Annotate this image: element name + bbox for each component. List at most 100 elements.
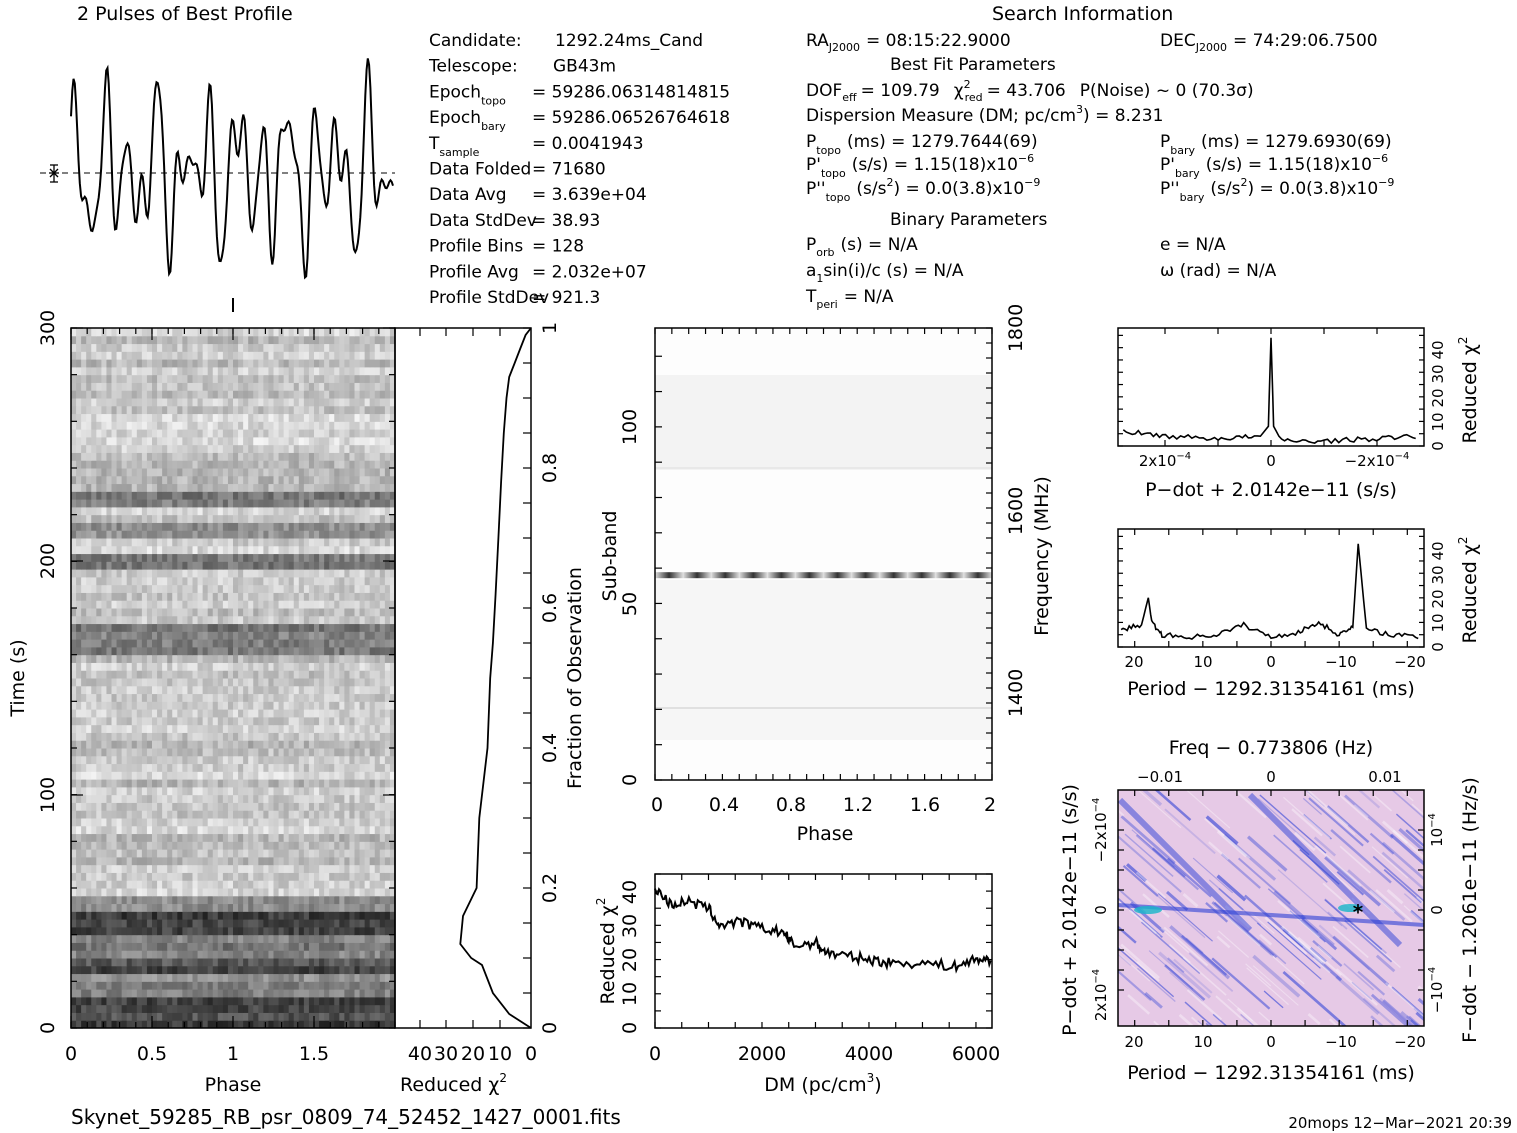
tp-cell: [192, 888, 199, 897]
tp-cell: [162, 530, 168, 539]
tp-cell: [344, 895, 350, 905]
tp-cell: [202, 662, 209, 671]
tp-cell: [131, 919, 138, 928]
tp-cell: [319, 740, 325, 749]
tp-cell: [71, 849, 77, 858]
tp-cell: [288, 942, 295, 951]
tp-cell: [293, 468, 300, 477]
tp-cell: [293, 569, 300, 578]
tp-cell: [81, 670, 87, 679]
tp-cell: [329, 888, 335, 897]
tp-cell: [101, 678, 107, 687]
tp-cell: [187, 786, 193, 796]
tp-cell: [349, 631, 355, 640]
tp-cell: [222, 888, 229, 897]
tp-cell: [243, 436, 249, 446]
tp-cell: [227, 592, 234, 601]
tp-cell: [319, 981, 325, 990]
tp-cell: [253, 608, 259, 617]
tp-cell: [354, 553, 361, 562]
tp-cell: [217, 553, 224, 562]
tp-cell: [288, 716, 295, 726]
tp-cell: [141, 545, 148, 555]
tp-cell: [162, 771, 168, 780]
tp-cell: [364, 530, 371, 539]
tp-cell: [253, 701, 259, 710]
tp-cell: [319, 802, 325, 811]
tp-cell: [283, 483, 290, 492]
tp-cell: [131, 561, 138, 570]
tp-cell: [334, 514, 340, 523]
tp-cell: [172, 872, 178, 881]
tp-cell: [76, 553, 82, 562]
tp-cell: [298, 779, 305, 788]
tp-cell: [389, 576, 396, 586]
tp-cell: [197, 880, 204, 889]
tp-cell: [238, 864, 244, 873]
tp-cell: [96, 693, 102, 702]
tp-cell: [146, 934, 153, 943]
tp-cell: [278, 639, 285, 648]
tp-cell: [157, 818, 163, 827]
tp-cell: [162, 444, 168, 453]
tp-cell: [162, 654, 168, 663]
tp-cell: [116, 872, 123, 881]
tp-cell: [273, 662, 280, 671]
tp-cell: [162, 538, 168, 547]
tp-cell: [314, 825, 320, 835]
tp-cell: [324, 709, 330, 718]
tp-cell: [182, 545, 188, 555]
tp-cell: [359, 491, 366, 500]
tp-cell: [354, 646, 361, 656]
tp-cell: [283, 849, 290, 858]
tp-cell: [374, 849, 381, 858]
tp-cell: [187, 654, 193, 663]
tp-cell: [258, 934, 264, 943]
tp-cell: [268, 444, 274, 453]
tp-cell: [167, 802, 173, 811]
tp-cell: [81, 1020, 87, 1029]
tp-cell: [384, 631, 391, 640]
tp-cell: [243, 794, 249, 803]
tp-cell: [324, 654, 330, 663]
tp-cell: [364, 888, 371, 897]
tp-cell: [187, 460, 193, 469]
tp-cell: [389, 748, 396, 757]
tp-cell: [86, 786, 92, 796]
tp-cell: [222, 654, 229, 663]
tp-cell: [131, 452, 138, 461]
tp-cell: [86, 553, 92, 562]
tp-cell: [192, 576, 199, 586]
tp-cell: [233, 934, 239, 943]
tp-cell: [389, 678, 396, 687]
tp-cell: [303, 678, 310, 687]
tp-cell: [217, 662, 224, 671]
tp-cell: [319, 631, 325, 640]
tp-cell: [136, 429, 143, 438]
tp-cell: [227, 794, 234, 803]
tp-cell: [253, 561, 259, 570]
tp-cell: [263, 996, 269, 1006]
tp-cell: [344, 569, 350, 578]
tp-cell: [217, 460, 224, 469]
tp-cell: [76, 483, 82, 492]
tp-cell: [207, 794, 214, 803]
tp-cell: [283, 763, 290, 772]
tp-cell: [146, 639, 153, 648]
tp-cell: [76, 491, 82, 500]
tp-cell: [384, 569, 391, 578]
tp-cell: [298, 802, 305, 811]
tp-cell: [369, 755, 376, 765]
tp-cell: [207, 592, 214, 601]
tp-cell: [217, 965, 224, 975]
tp-cell: [298, 584, 305, 593]
tp-cell: [263, 856, 269, 866]
tp-cell: [222, 958, 229, 967]
tp-cell: [288, 561, 295, 570]
tp-cell: [359, 452, 366, 461]
tp-cell: [187, 491, 193, 500]
info-label-10: Profile StdDev: [429, 288, 549, 308]
tp-cell: [293, 685, 300, 695]
tp-cell: [384, 1004, 391, 1013]
tp-cell: [167, 701, 173, 710]
